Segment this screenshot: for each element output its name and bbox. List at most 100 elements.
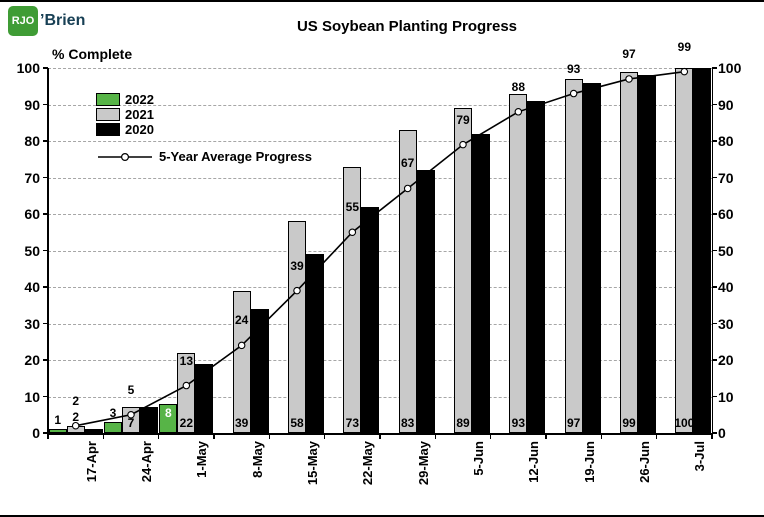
y-axis-tick-label-right: 90	[718, 96, 734, 113]
bar-2021-12-Jun	[509, 93, 528, 433]
legend-label-average: 5-Year Average Progress	[159, 148, 312, 164]
average-line-marker-icon	[98, 152, 152, 161]
y-axis-tick-mark	[712, 103, 717, 105]
x-axis-tick-mark	[434, 433, 437, 439]
bar-2020-15-May	[306, 254, 324, 433]
x-axis-label-24-Apr: 24-Apr	[139, 441, 154, 483]
bar-2020-3-Jul	[693, 68, 712, 433]
x-axis-label-17-Apr: 17-Apr	[83, 441, 99, 483]
y-axis-tick-mark	[712, 286, 717, 288]
avg-label-24-Apr: 5	[127, 382, 135, 397]
x-axis-tick-mark	[379, 433, 381, 439]
logo-mark: RJO	[8, 6, 38, 36]
y-axis-tick-mark	[43, 176, 48, 178]
y-axis-tick-label-left: 60	[24, 206, 40, 222]
avg-label-26-Jun: 97	[622, 46, 636, 61]
bar-label-2022-24-Apr: 3	[109, 406, 117, 421]
x-axis-tick-mark	[600, 433, 603, 439]
legend-item-2020: 2020	[96, 122, 312, 137]
y-axis-tick-label-left: 80	[24, 133, 40, 149]
x-axis-label-15-May: 15-May	[305, 441, 320, 486]
avg-label-12-Jun: 88	[511, 79, 525, 94]
bar-2020-22-May	[361, 206, 380, 433]
x-axis-label-29-May: 29-May	[415, 441, 431, 486]
gridline	[48, 287, 712, 288]
y-axis-tick-label-right: 50	[718, 242, 734, 259]
y-axis-tick-label-right: 0	[718, 425, 726, 441]
legend-item-2022: 2022	[96, 92, 312, 107]
y-axis-tick-mark	[712, 322, 717, 324]
x-axis-tick-mark	[213, 433, 215, 439]
y-axis-tick-mark	[712, 359, 717, 361]
y-axis-tick-label-left: 70	[24, 169, 40, 186]
gridline	[48, 214, 712, 215]
x-axis-tick-mark	[323, 433, 326, 439]
bar-label-2021-15-May: 58	[290, 416, 304, 430]
legend-item-average: 5-Year Average Progress	[96, 149, 312, 164]
y-axis-tick-label-left: 50	[24, 242, 40, 259]
gridline	[48, 250, 712, 252]
bar-label-2021-3-Jul: 100	[674, 416, 695, 430]
y-axis-tick-mark	[712, 395, 717, 397]
x-axis-label-26-Jun: 26-Jun	[637, 441, 652, 483]
y-axis-tick-label-left: 90	[24, 96, 40, 113]
y-axis-tick-label-left: 20	[24, 352, 40, 368]
bar-2021-5-Jun	[454, 108, 472, 433]
y-axis-tick-mark	[43, 286, 48, 288]
x-axis-tick-mark	[711, 433, 713, 439]
bar-2020-29-May	[416, 170, 435, 433]
bar-label-2021-5-Jun: 89	[456, 416, 470, 430]
legend-label-2020: 2020	[125, 121, 154, 137]
y-axis-tick-label-right: 80	[718, 133, 734, 149]
avg-label-1-May: 13	[179, 353, 193, 368]
rjo-brien-logo: RJO ’Brien	[8, 6, 85, 36]
avg-label-22-May: 55	[345, 200, 359, 215]
bar-label-2021-29-May: 83	[400, 416, 415, 430]
gridline	[48, 396, 712, 398]
y-axis-tick-label-left: 0	[32, 425, 40, 441]
y-axis-tick-mark	[43, 395, 48, 397]
bar-label-2021-17-Apr: 2	[72, 409, 79, 424]
bar-2021-29-May	[398, 130, 417, 433]
gridline	[48, 360, 712, 361]
y-axis-tick-mark	[712, 213, 717, 215]
y-axis-title: % Complete	[52, 46, 133, 62]
y-axis-tick-label-right: 30	[718, 315, 734, 332]
bar-label-2021-22-May: 73	[345, 416, 359, 430]
bar-2020-8-May	[250, 308, 269, 433]
legend-swatch-2020	[96, 123, 120, 136]
legend-item-2021: 2021	[96, 107, 312, 122]
y-axis-tick-mark	[43, 140, 48, 142]
bar-label-2022-1-May: 8	[164, 405, 172, 420]
y-axis-tick-label-left: 30	[24, 315, 40, 332]
y-axis-tick-mark	[43, 432, 48, 434]
x-axis-label-1-May: 1-May	[194, 441, 210, 478]
y-axis-tick-mark	[43, 213, 48, 215]
bar-2021-8-May	[232, 290, 251, 433]
y-axis-line-left	[47, 68, 49, 433]
avg-label-5-Jun: 79	[456, 112, 470, 127]
bar-label-2021-26-Jun: 99	[622, 416, 636, 430]
y-axis-tick-mark	[712, 432, 717, 434]
gridline	[48, 68, 712, 69]
gridline	[48, 177, 712, 179]
bottom-border	[0, 515, 764, 517]
y-axis-tick-label-right: 100	[718, 60, 742, 76]
y-axis-tick-mark	[712, 67, 717, 69]
x-axis-tick-mark	[545, 433, 547, 439]
bar-2020-26-Jun	[638, 75, 656, 433]
y-axis-tick-label-right: 60	[718, 206, 734, 222]
x-axis-tick-mark	[655, 433, 658, 439]
chart-title: US Soybean Planting Progress	[296, 18, 518, 35]
avg-label-3-Jul: 99	[677, 39, 691, 54]
x-axis-tick-mark	[489, 433, 492, 439]
x-axis-label-19-Jun: 19-Jun	[581, 441, 597, 483]
y-axis-tick-mark	[43, 249, 48, 251]
bar-2020-5-Jun	[472, 133, 490, 433]
bar-label-2021-19-Jun: 97	[566, 416, 581, 430]
bar-2021-3-Jul	[675, 68, 694, 433]
avg-label-29-May: 67	[400, 156, 415, 171]
x-axis-label-8-May: 8-May	[249, 441, 265, 478]
legend-swatch-2022	[96, 93, 120, 106]
bar-2020-12-Jun	[527, 100, 546, 433]
